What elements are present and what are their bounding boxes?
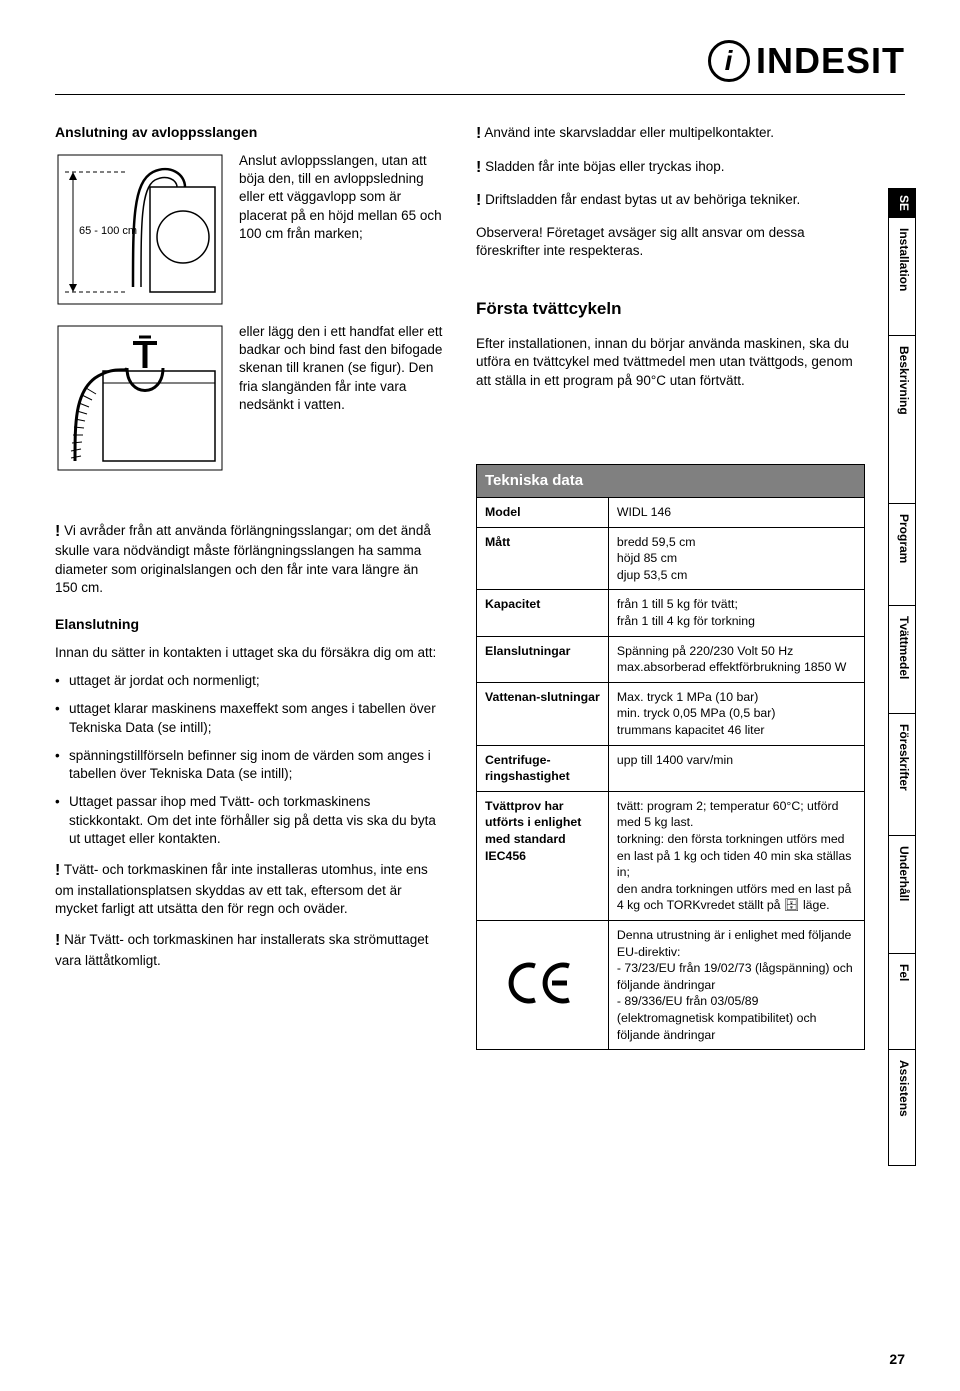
brand-icon: i: [708, 40, 750, 82]
el-bullets: uttaget är jordat och normenligt; uttage…: [55, 672, 444, 848]
tab-underhall[interactable]: Underhåll: [888, 836, 916, 954]
ce-mark-icon: [507, 960, 577, 1006]
warn-bend: ! Sladden får inte böjas eller tryckas i…: [476, 157, 865, 179]
bang-icon: !: [55, 862, 60, 879]
content-grid: Anslutning av avloppsslangen: [55, 123, 865, 1050]
bullet-2: uttaget klarar maskinens maxeffekt som a…: [55, 700, 444, 736]
page-number: 27: [889, 1351, 905, 1367]
bang-icon: !: [55, 932, 60, 949]
brand-logo: i INDESIT: [708, 40, 905, 82]
tech-head: Tekniska data: [477, 464, 865, 497]
firstcycle-text: Efter installationen, innan du börjar an…: [476, 335, 865, 390]
row-matt-val: bredd 59,5 cm höjd 85 cm djup 53,5 cm: [608, 527, 864, 590]
bang-icon: !: [476, 192, 481, 209]
warn-outdoor: ! Tvätt- och torkmaskinen får inte insta…: [55, 860, 444, 918]
figure-1: 65 - 100 cm: [55, 152, 225, 307]
warn-bend-text: Sladden får inte böjas eller tryckas iho…: [485, 159, 724, 174]
row-ce-val: Denna utrustning är i enlighet med följa…: [608, 920, 864, 1049]
tab-foreskrifter[interactable]: Föreskrifter: [888, 714, 916, 836]
bullet-4: Uttaget passar ihop med Tvätt- och torkm…: [55, 793, 444, 848]
figure-1-text: Anslut avloppsslangen, utan att böja den…: [239, 152, 444, 307]
svg-text:65 - 100 cm: 65 - 100 cm: [79, 225, 137, 237]
tech-data-table: Tekniska data Model WIDL 146 Mått bredd …: [476, 464, 865, 1050]
heading-drain: Anslutning av avloppsslangen: [55, 123, 444, 142]
figure-2: [55, 323, 225, 473]
right-column: ! Använd inte skarvsladdar eller multipe…: [476, 123, 865, 1050]
bang-icon: !: [55, 523, 60, 540]
tab-fel[interactable]: Fel: [888, 954, 916, 1050]
warn-outlet: ! När Tvätt- och torkmaskinen har instal…: [55, 930, 444, 970]
row-vat-val: Max. tryck 1 MPa (10 bar) min. tryck 0,0…: [608, 682, 864, 745]
row-cen-val: upp till 1400 varv/min: [608, 745, 864, 791]
warn-extension-hose-text: Vi avråder från att använda förlängnings…: [55, 523, 431, 595]
brand-header: i INDESIT: [55, 40, 905, 82]
warn-cable-text: Driftsladden får endast bytas ut av behö…: [485, 192, 800, 207]
warn-extension-hose: ! Vi avråder från att använda förlängnin…: [55, 521, 444, 597]
row-test-val: tvätt: program 2; temperatur 60°C; utför…: [608, 791, 864, 920]
ce-mark-cell: [477, 920, 609, 1049]
bullet-1: uttaget är jordat och normenligt;: [55, 672, 444, 690]
brand-text: INDESIT: [756, 40, 905, 82]
tab-installation[interactable]: Installation: [888, 218, 916, 336]
warn-multi-text: Använd inte skarvsladdar eller multipelk…: [484, 125, 774, 140]
row-el-key: Elanslutningar: [477, 636, 609, 682]
row-model-key: Model: [477, 498, 609, 528]
tab-program[interactable]: Program: [888, 504, 916, 606]
row-model-val: WIDL 146: [608, 498, 864, 528]
row-kap-val: från 1 till 5 kg för tvätt; från 1 till …: [608, 590, 864, 636]
heading-firstcycle: Första tvättcykeln: [476, 298, 865, 321]
page: i INDESIT SE Installation Beskrivning Pr…: [0, 0, 960, 1391]
row-test-key: Tvättprov har utförts i enlighet med sta…: [477, 791, 609, 920]
figure-1-row: 65 - 100 cm Anslut avloppsslangen, utan …: [55, 152, 444, 307]
header-divider: [55, 94, 905, 95]
row-vat-key: Vattenan-slutningar: [477, 682, 609, 745]
side-tabs: SE Installation Beskrivning Program Tvät…: [888, 188, 916, 1166]
left-column: Anslutning av avloppsslangen: [55, 123, 444, 1050]
warn-outdoor-text: Tvätt- och torkmaskinen får inte install…: [55, 862, 428, 916]
tab-beskrivning[interactable]: Beskrivning: [888, 336, 916, 504]
observe: Observera! Företaget avsäger sig allt an…: [476, 224, 865, 260]
bang-icon: !: [476, 125, 481, 142]
figure-2-text: eller lägg den i ett handfat eller ett b…: [239, 323, 444, 473]
row-matt-key: Mått: [477, 527, 609, 590]
tab-tvattmedel[interactable]: Tvättmedel: [888, 606, 916, 714]
heading-el: Elanslutning: [55, 615, 444, 634]
warn-outlet-text: När Tvätt- och torkmaskinen har installe…: [55, 932, 429, 968]
warn-cable: ! Driftsladden får endast bytas ut av be…: [476, 190, 865, 212]
tab-assistens[interactable]: Assistens: [888, 1050, 916, 1166]
warn-multi: ! Använd inte skarvsladdar eller multipe…: [476, 123, 865, 145]
el-intro: Innan du sätter in kontakten i uttaget s…: [55, 644, 444, 662]
row-cen-key: Centrifuge-ringshastighet: [477, 745, 609, 791]
row-kap-key: Kapacitet: [477, 590, 609, 636]
figure-2-row: eller lägg den i ett handfat eller ett b…: [55, 323, 444, 473]
row-el-val: Spänning på 220/230 Volt 50 Hz max.absor…: [608, 636, 864, 682]
tab-se[interactable]: SE: [888, 188, 916, 218]
bang-icon: !: [476, 159, 481, 176]
bullet-3: spänningstillförseln befinner sig inom d…: [55, 747, 444, 783]
